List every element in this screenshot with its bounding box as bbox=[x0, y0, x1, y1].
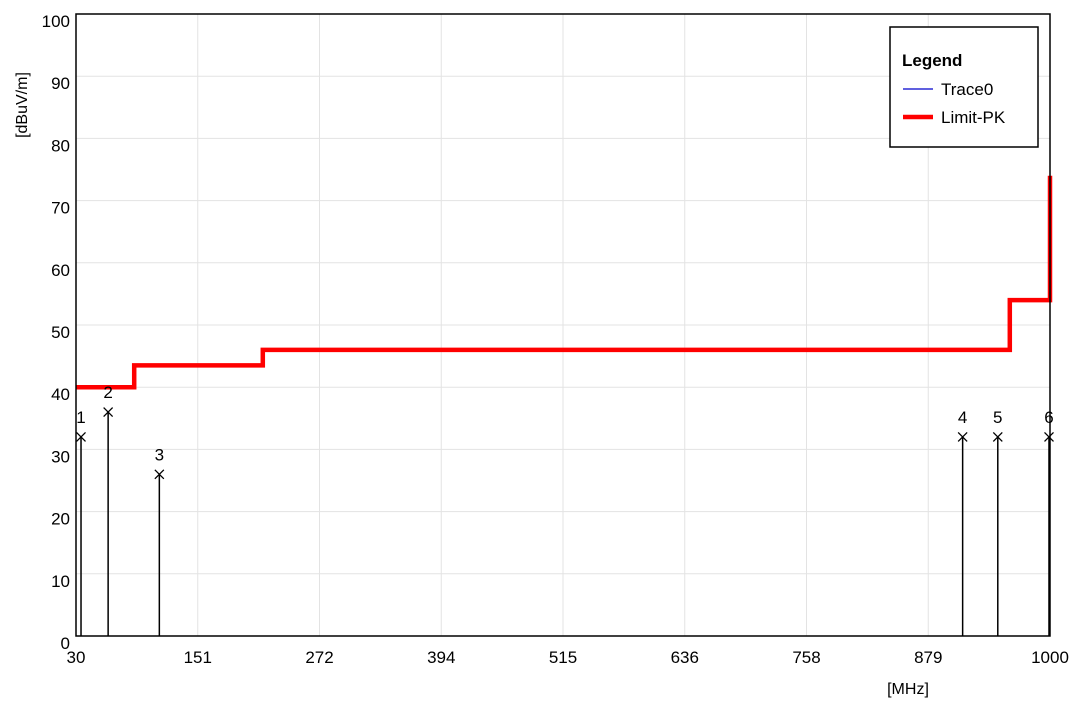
y-tick-label: 60 bbox=[51, 261, 70, 280]
x-tick-label: 394 bbox=[427, 648, 455, 667]
x-tick-label: 515 bbox=[549, 648, 577, 667]
peak-markers: 12 3 4 5 6 bbox=[76, 383, 1054, 636]
y-axis-label: [dBuV/m] bbox=[14, 72, 31, 138]
y-tick-label: 80 bbox=[51, 136, 70, 155]
legend-label: Limit-PK bbox=[941, 108, 1006, 127]
marker-4: 4 bbox=[957, 408, 968, 636]
x-tick-label: 636 bbox=[671, 648, 699, 667]
x-tick-label: 272 bbox=[305, 648, 333, 667]
series-line-limit-pk bbox=[76, 175, 1053, 390]
legend: Legend Trace0 Limit-PK bbox=[889, 26, 1039, 148]
y-tick-label: 70 bbox=[51, 199, 70, 218]
marker-5: 5 bbox=[992, 408, 1003, 636]
legend-entries: Trace0 Limit-PK bbox=[903, 80, 1006, 127]
marker-label: 6 bbox=[1044, 408, 1053, 427]
legend-label: Trace0 bbox=[941, 80, 993, 99]
marker-6: 6 bbox=[1044, 408, 1054, 636]
marker-cross bbox=[76, 432, 86, 442]
marker-2: 2 bbox=[103, 383, 114, 636]
grid-lines bbox=[76, 14, 1050, 636]
marker-3: 3 bbox=[154, 445, 165, 636]
marker-label: 1 bbox=[76, 408, 85, 427]
marker-label: 2 bbox=[103, 383, 112, 402]
limit-series bbox=[76, 175, 1053, 390]
y-tick-label: 30 bbox=[51, 447, 70, 466]
y-tick-label: 40 bbox=[51, 385, 70, 404]
x-tick-label: 1000 bbox=[1031, 648, 1069, 667]
marker-label: 3 bbox=[155, 445, 164, 464]
marker-cross bbox=[957, 432, 968, 442]
legend-title: Legend bbox=[902, 51, 962, 70]
x-tick-label: 30 bbox=[67, 648, 86, 667]
y-tick-label: 100 bbox=[42, 12, 70, 31]
plot-frame bbox=[75, 13, 1051, 637]
x-axis-label: [MHz] bbox=[887, 681, 929, 698]
legend-entry: Limit-PK bbox=[903, 108, 1006, 127]
y-tick-label: 20 bbox=[51, 510, 70, 529]
marker-label: 4 bbox=[958, 408, 967, 427]
marker-cross bbox=[1044, 432, 1054, 442]
axis-ticks: 30 151 272 394 515 636 758 879 1000 0 10 20 30 40 50 60… bbox=[42, 12, 1069, 667]
marker-cross bbox=[154, 469, 165, 480]
y-tick-label: 90 bbox=[51, 74, 70, 93]
y-tick-label: 10 bbox=[51, 572, 70, 591]
x-tick-label: 879 bbox=[914, 648, 942, 667]
x-tick-label: 758 bbox=[792, 648, 820, 667]
legend-box bbox=[889, 26, 1039, 148]
marker-cross bbox=[992, 432, 1003, 442]
marker-label: 5 bbox=[993, 408, 1002, 427]
marker-1: 1 bbox=[76, 408, 86, 636]
marker-cross bbox=[103, 407, 114, 418]
x-tick-label: 151 bbox=[184, 648, 212, 667]
y-tick-label: 50 bbox=[51, 323, 70, 342]
legend-entry: Trace0 bbox=[903, 80, 993, 99]
y-tick-label: 0 bbox=[61, 634, 70, 653]
